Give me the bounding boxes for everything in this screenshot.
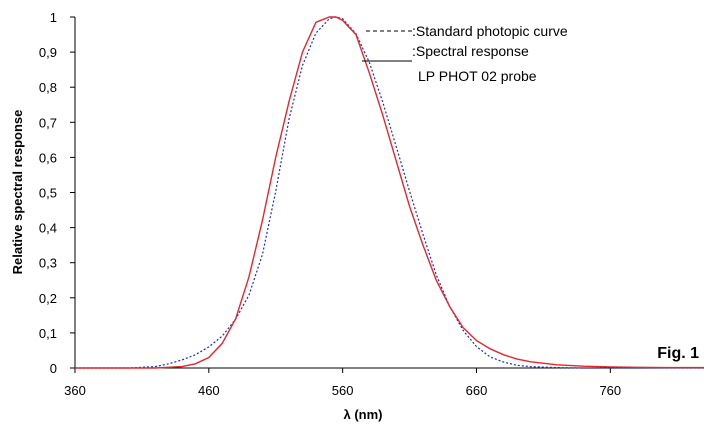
legend-label-photopic: :Standard photopic curve [412,23,568,39]
y-tick-label: 0,3 [39,256,57,271]
series-line-spectral [75,16,704,369]
y-tick-label: 0,7 [39,115,57,130]
x-tick-label: 560 [332,383,354,398]
y-tick-label: 0,4 [39,221,57,236]
y-axis-label: Relative spectral response [10,110,25,275]
y-tick-label: 0,6 [39,150,57,165]
x-axis-ticks: 360 460 560 660 760 [64,368,621,398]
series-line-photopic [75,16,704,369]
y-tick-label: 0 [50,361,57,376]
y-tick-label: 0,1 [39,326,57,341]
y-tick-label: 1 [50,10,57,25]
y-axis-ticks: 0 0,1 0,2 0,3 0,4 0,5 0,6 0,7 0,8 0,9 1 [39,10,75,376]
legend-label-spectral-line2: LP PHOT 02 probe [418,68,537,84]
x-tick-label: 760 [599,383,621,398]
y-tick-label: 0,9 [39,45,57,60]
x-tick-label: 360 [64,383,86,398]
x-tick-label: 460 [198,383,220,398]
y-tick-label: 0,8 [39,80,57,95]
series-layer [75,16,704,369]
x-axis-label: λ (nm) [344,407,383,422]
y-tick-label: 0,5 [39,186,57,201]
figure-annotation: Fig. 1 [657,345,699,362]
x-tick-label: 660 [466,383,488,398]
y-tick-label: 0,2 [39,291,57,306]
legend-label-spectral: :Spectral response [412,43,529,59]
